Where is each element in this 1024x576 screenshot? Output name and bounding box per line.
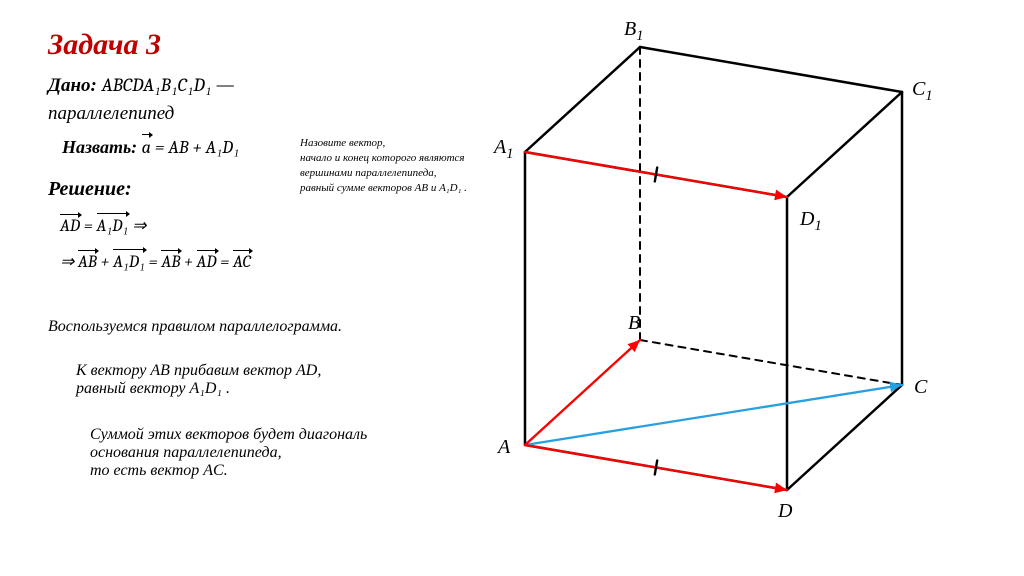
given-line1: Дано: ABCDA₁B₁C₁D₁ — (48, 74, 235, 97)
name-line: Назвать: a = AB + A₁D₁ (62, 135, 239, 158)
vertex-label-D: D (778, 500, 792, 523)
vertex-label-A: A (498, 436, 510, 459)
vertex-label-B1: B1 (624, 18, 643, 45)
hint-block: Назовите вектор, начало и конец которого… (300, 136, 467, 195)
hint-l4: равный сумме векторов AB и A₁D₁ . (300, 181, 467, 196)
eq-line2: ⇒ AB + A₁D₁ = AB + AD = AC (60, 250, 251, 272)
hint-l2: начало и конец которого являются (300, 151, 467, 166)
name-label: Назвать: (62, 137, 137, 157)
vertex-label-C1: C1 (912, 78, 933, 105)
hint-l3: вершинами параллелепипеда, (300, 166, 467, 181)
hint-l1: Назовите вектор, (300, 136, 467, 151)
vertex-label-D1: D1 (800, 208, 822, 235)
note-1: Воспользуемся правилом параллелограмма. (48, 318, 342, 336)
given-line2: параллелепипед (48, 102, 174, 125)
note-3: Суммой этих векторов будет диагональ осн… (90, 426, 367, 480)
eq-line1: AD = A₁D₁ ⇒ (60, 214, 146, 236)
given-expr: ABCDA₁B₁C₁D₁ — (102, 74, 235, 96)
vertex-label-B: B (628, 312, 640, 335)
solution-label: Решение: (48, 178, 132, 201)
vertex-label-C: C (914, 376, 927, 399)
note-2: К вектору AB прибавим вектор AD, равный … (76, 362, 321, 398)
given-label: Дано: (48, 75, 97, 96)
problem-title: Задача 3 (48, 28, 161, 62)
name-expr: a = AB + A₁D₁ (142, 137, 240, 158)
vertex-label-A1: A1 (494, 136, 513, 163)
page-canvas: { "colors": { "title": "#c00000", "edge"… (0, 0, 1024, 576)
